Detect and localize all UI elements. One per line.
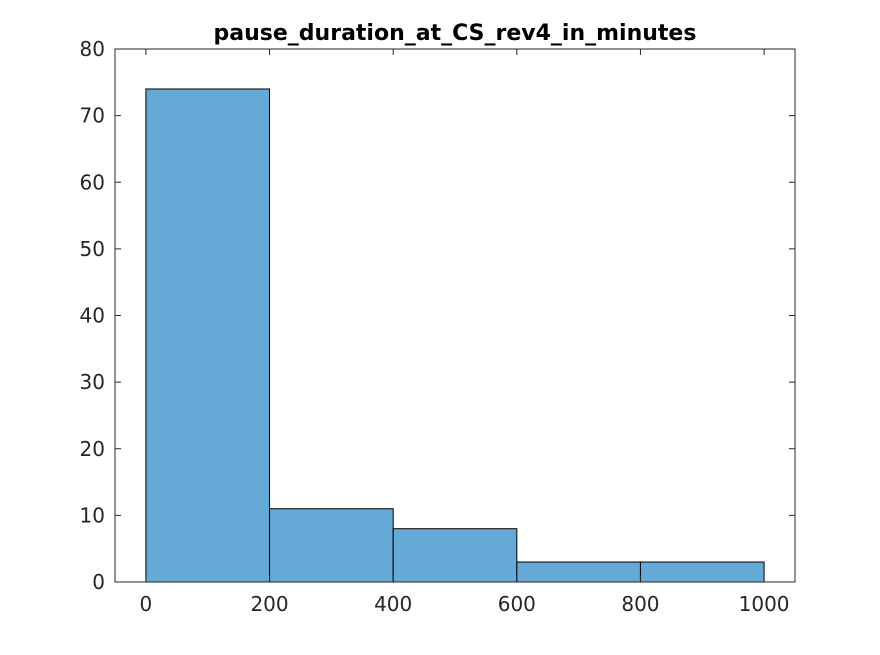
bar-4 bbox=[639, 561, 765, 583]
y-tick-label: 40 bbox=[80, 304, 105, 328]
chart-title: pause_duration_at_CS_rev4_in_minutes bbox=[214, 21, 697, 46]
y-tick-label: 80 bbox=[80, 37, 105, 61]
y-tick-label: 50 bbox=[80, 237, 105, 261]
x-tick-label: 400 bbox=[374, 592, 412, 616]
bar-2 bbox=[392, 528, 518, 583]
ticks-group bbox=[115, 48, 795, 583]
bars-group bbox=[145, 88, 765, 583]
bar-1 bbox=[269, 508, 394, 583]
x-tick-label: 800 bbox=[621, 592, 659, 616]
x-tick-label: 200 bbox=[250, 592, 288, 616]
y-tick-label: 60 bbox=[80, 170, 105, 194]
y-tick-label: 20 bbox=[80, 437, 105, 461]
y-tick-label: 10 bbox=[80, 503, 105, 527]
x-tick-label: 1000 bbox=[739, 592, 790, 616]
y-tick-label: 70 bbox=[80, 104, 105, 128]
tick-labels-group: 0 200 400 600 800 1000 0 10 20 30 40 50 60 70 80 bbox=[80, 37, 790, 616]
x-tick-label: 600 bbox=[498, 592, 536, 616]
y-tick-label: 0 bbox=[92, 570, 105, 594]
x-tick-label: 0 bbox=[140, 592, 153, 616]
bar-0 bbox=[145, 88, 271, 583]
bar-3 bbox=[516, 561, 641, 583]
y-tick-label: 30 bbox=[80, 370, 105, 394]
